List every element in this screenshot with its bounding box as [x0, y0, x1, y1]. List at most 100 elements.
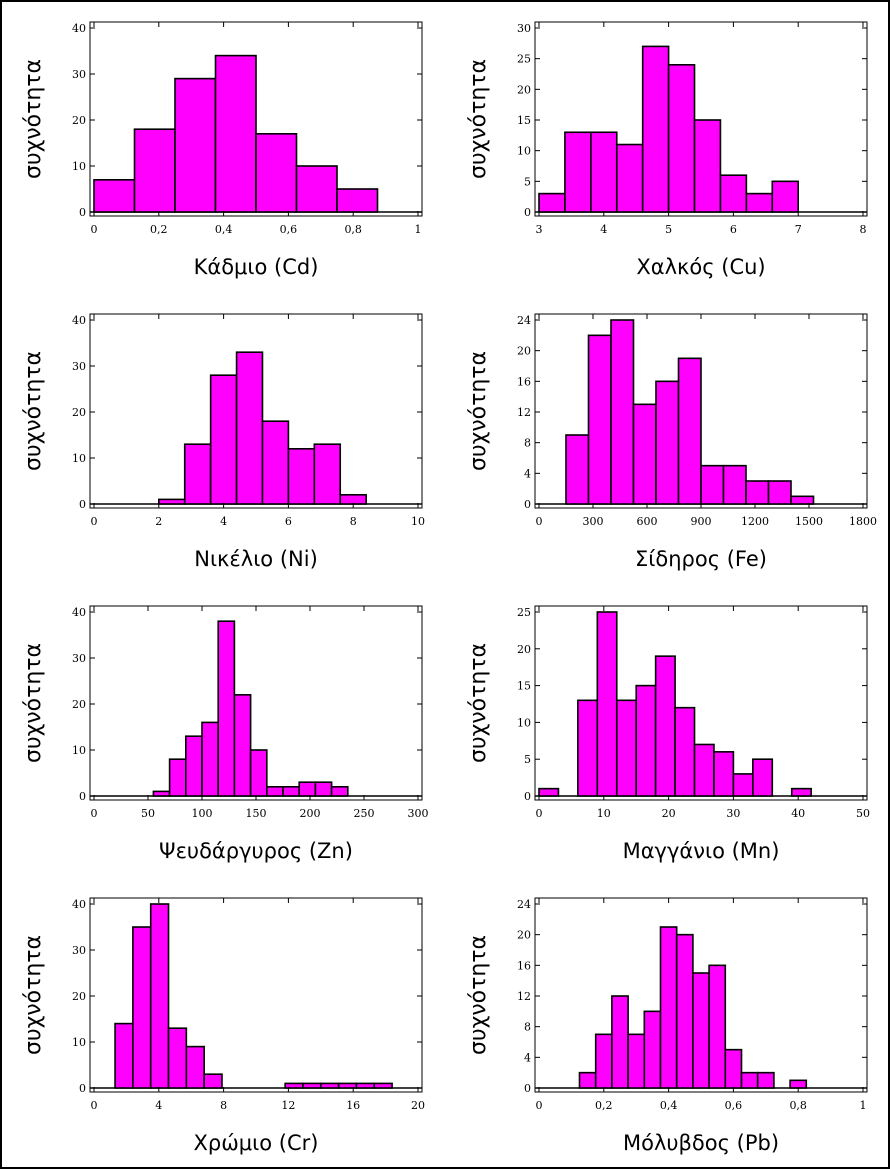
y-tick-label: 30 — [517, 22, 531, 35]
histogram-bar — [133, 128, 176, 213]
chart-cadmium: 0 10 20 30 40 0 0,2 0,4 0,6 0,8 1 συχνότητα Κάδμιο (… — [21, 21, 423, 279]
histogram-bar — [708, 964, 727, 1089]
histogram-bar — [158, 498, 186, 505]
x-tick-label: 100 — [192, 807, 213, 820]
x-tick-label: 4 — [600, 223, 607, 236]
histogram-bar — [355, 1082, 376, 1089]
histogram-bar — [564, 131, 592, 213]
histogram-bar — [615, 699, 637, 797]
y-tick-label: 40 — [72, 22, 86, 35]
histogram-bar — [319, 1082, 340, 1089]
x-axis-label: Χαλκός (Cu) — [636, 255, 765, 279]
y-tick-label: 4 — [524, 1051, 531, 1064]
histogram-bar — [677, 357, 702, 505]
chart-lead: 0 4 8 12 16 20 24 0 0,2 0,4 0,6 0,8 1 συχνότητα Μόλυβδ… — [466, 897, 868, 1155]
x-tick-label: 1200 — [741, 515, 769, 528]
x-tick-label: 0 — [536, 1099, 543, 1112]
x-tick-label: 30 — [726, 807, 740, 820]
histogram-bar — [167, 1027, 188, 1089]
histogram-bar — [233, 694, 252, 797]
x-axis-label: Ψευδάργυρος (Zn) — [159, 839, 353, 863]
histogram-bar — [594, 1033, 613, 1089]
x-tick-label: 0,8 — [789, 1099, 807, 1112]
chart-copper: 0 5 10 15 20 25 30 3 4 5 6 7 8 συχνότητα Χαλκός (Cu) — [466, 21, 868, 279]
histogram-bar — [214, 54, 257, 213]
y-tick-label: 10 — [72, 160, 86, 173]
histogram-bar — [330, 786, 349, 797]
histogram-bar — [700, 464, 725, 505]
x-tick-label: 300 — [583, 515, 604, 528]
histogram-bar — [93, 179, 136, 213]
histogram-bar — [667, 63, 696, 213]
y-tick-label: 20 — [72, 114, 86, 127]
x-tick-label: 0 — [91, 223, 98, 236]
x-tick-label: 0,2 — [595, 1099, 613, 1112]
histogram-bar — [790, 787, 812, 797]
histogram-bar — [174, 77, 217, 213]
chart-panel-copper: 0 5 10 15 20 25 30 3 4 5 6 7 8 συχνότητα Χαλκός (Cu) — [447, 2, 890, 294]
x-axis-label: Σίδηρος (Fe) — [635, 547, 767, 571]
y-tick-label: 0 — [79, 1082, 86, 1095]
x-axis-label: Κάδμιο (Cd) — [194, 255, 319, 279]
y-tick-label: 20 — [72, 990, 86, 1003]
y-tick-label: 0 — [524, 1082, 531, 1095]
x-tick-label: 4 — [155, 1099, 162, 1112]
histogram-bar — [298, 781, 317, 797]
x-tick-label: 10 — [597, 807, 611, 820]
histogram-bar — [610, 319, 635, 505]
x-tick-label: 12 — [281, 1099, 295, 1112]
y-tick-label: 24 — [517, 898, 531, 911]
y-tick-label: 25 — [517, 606, 531, 619]
histogram-bar — [790, 495, 815, 505]
histogram-bar — [538, 192, 566, 213]
x-tick-label: 250 — [354, 807, 375, 820]
x-tick-label: 6 — [285, 515, 292, 528]
y-tick-label: 0 — [79, 790, 86, 803]
y-tick-label: 25 — [517, 53, 531, 66]
x-tick-label: 7 — [795, 223, 802, 236]
y-axis-label: συχνότητα — [466, 59, 491, 179]
y-tick-label: 10 — [72, 1036, 86, 1049]
x-tick-label: 1 — [860, 1099, 867, 1112]
x-tick-label: 40 — [791, 807, 805, 820]
x-tick-label: 0 — [91, 1099, 98, 1112]
x-tick-label: 150 — [246, 807, 267, 820]
x-tick-label: 1800 — [849, 515, 877, 528]
y-tick-label: 20 — [517, 83, 531, 96]
histogram-bar — [789, 1079, 808, 1089]
y-axis-label: συχνότητα — [21, 59, 46, 179]
chart-panel-zinc: 0 10 20 30 40 0 50 100 150 200 250 300 συχνότητα Ψευδ… — [2, 586, 447, 878]
x-tick-label: 0,4 — [215, 223, 233, 236]
y-tick-label: 40 — [72, 314, 86, 327]
x-tick-label: 8 — [220, 1099, 227, 1112]
y-tick-label: 5 — [524, 175, 531, 188]
histogram-bar — [132, 926, 152, 1089]
x-axis-label: Μόλυβδος (Pb) — [623, 1131, 779, 1155]
histogram-bar — [693, 119, 722, 213]
histogram-bar — [282, 786, 301, 797]
histogram-bar — [265, 786, 284, 797]
y-axis-label: συχνότητα — [466, 351, 491, 471]
histogram-bar — [578, 1071, 597, 1089]
y-tick-label: 0 — [524, 498, 531, 511]
histogram-bar — [756, 1071, 775, 1089]
histogram-bar — [674, 706, 696, 797]
y-tick-label: 40 — [72, 606, 86, 619]
y-tick-label: 8 — [524, 437, 531, 450]
histogram-bar — [752, 758, 774, 797]
histogram-bar — [632, 403, 657, 505]
histogram-bar — [336, 188, 379, 213]
x-tick-label: 5 — [665, 223, 672, 236]
histogram-bar — [722, 464, 747, 505]
y-tick-label: 15 — [517, 680, 531, 693]
histogram-bar — [203, 1073, 223, 1089]
x-tick-label: 300 — [408, 807, 429, 820]
x-tick-label: 0 — [536, 515, 543, 528]
y-tick-label: 10 — [72, 744, 86, 757]
x-tick-label: 3 — [536, 223, 543, 236]
x-tick-label: 50 — [141, 807, 155, 820]
x-tick-label: 200 — [300, 807, 321, 820]
histogram-bar — [587, 334, 612, 505]
histogram-bar — [693, 743, 715, 797]
histogram-bar — [732, 773, 754, 797]
